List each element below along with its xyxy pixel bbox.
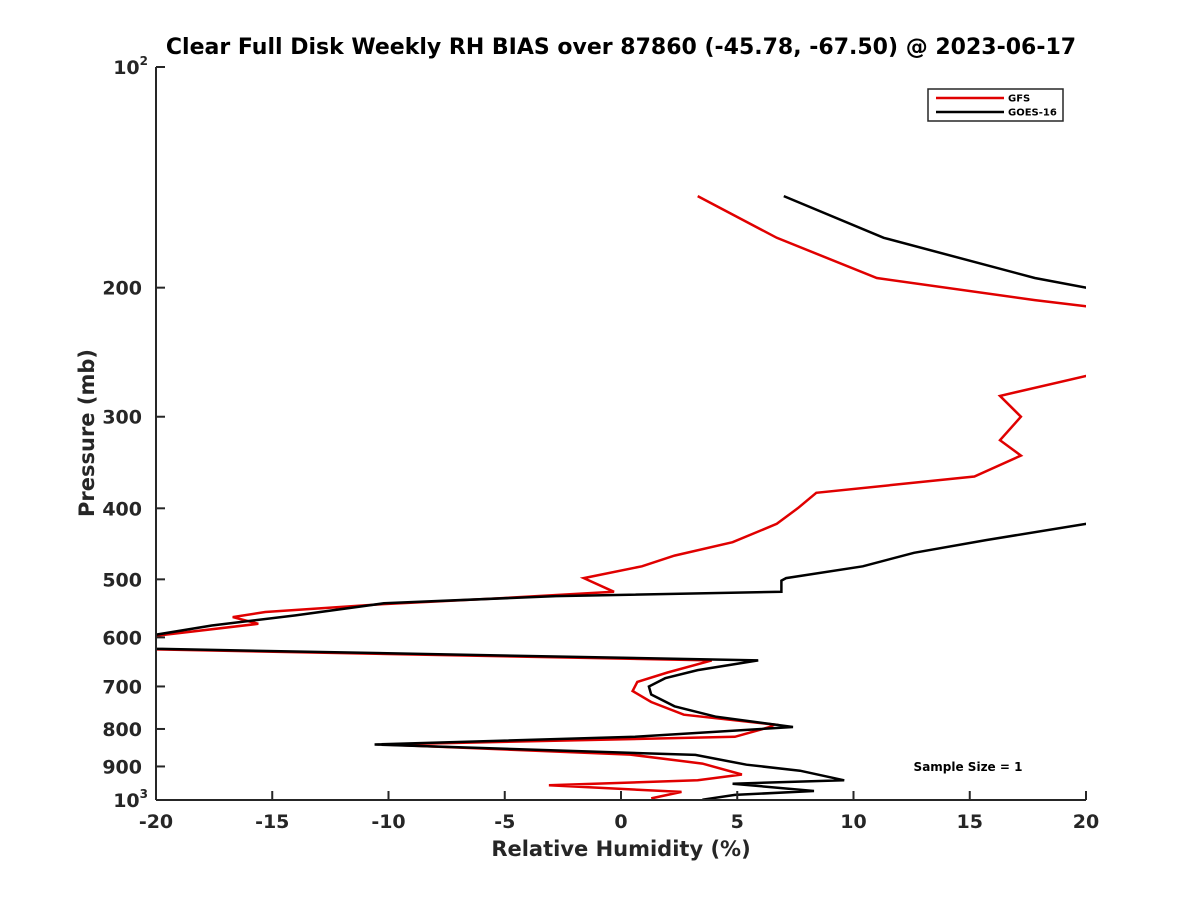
x-ticks: -20 -15 -10 -5 0 5 10 15 20 (139, 791, 1099, 833)
x-tick-label: -10 (371, 811, 405, 833)
y-axis-label: Pressure (mb) (75, 349, 99, 517)
y-tick-label: 400 (102, 498, 142, 520)
x-tick-label: 15 (957, 811, 983, 833)
y-tick-label: 200 (102, 278, 142, 300)
x-tick-label: 20 (1073, 811, 1099, 833)
x-tick-label: -20 (139, 811, 173, 833)
x-tick-label: 0 (614, 811, 627, 833)
y-tick-label: 102 (113, 54, 148, 79)
legend-label: GFS (1008, 94, 1030, 105)
axes (155, 67, 1086, 801)
x-axis-label: Relative Humidity (%) (491, 837, 750, 861)
x-tick-label: -5 (494, 811, 515, 833)
y-tick-label: 300 (102, 407, 142, 429)
y-tick-label: 600 (102, 627, 142, 649)
y-ticks: 102 200 300 400 500 600 700 800 900 103 (102, 54, 165, 812)
y-tick-label: 800 (102, 719, 142, 741)
x-tick-label: 5 (731, 811, 744, 833)
x-tick-label: 10 (840, 811, 866, 833)
series-layer (156, 194, 1086, 800)
series-line-gfs (156, 194, 1086, 800)
chart-title: Clear Full Disk Weekly RH BIAS over 8786… (166, 35, 1076, 60)
y-tick-label: 103 (113, 787, 148, 812)
y-tick-label: 500 (102, 569, 142, 591)
y-tick-label: 900 (102, 756, 142, 778)
x-tick-label: -15 (255, 811, 289, 833)
legend-label: GOES-16 (1008, 108, 1057, 119)
legend: GFS GOES-16 (927, 88, 1064, 122)
series-line-goes-16 (156, 194, 1086, 800)
sample-size-annotation: Sample Size = 1 (914, 760, 1023, 774)
y-tick-label: 700 (102, 676, 142, 698)
legend-box (927, 88, 1064, 122)
